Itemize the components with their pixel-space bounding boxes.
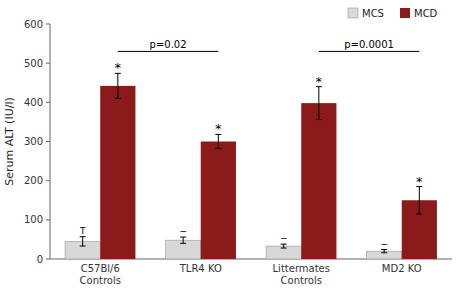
legend-label: MCS: [362, 8, 384, 19]
y-tick-label: 500: [24, 58, 43, 69]
error-bar-stem: [419, 187, 420, 214]
legend: MCS MCD: [348, 8, 438, 19]
y-tick-label: 400: [24, 97, 43, 108]
chart: 0 100 200 300 400 500 600 Serum ALT (IU/l) C57Bl…: [0, 0, 462, 291]
error-bar-cap: [80, 246, 86, 247]
error-bar-stem: [82, 237, 83, 246]
error-bar-cap: [115, 98, 121, 99]
significance-symbol: −: [280, 233, 288, 243]
error-bar-cap: [381, 249, 387, 250]
y-tick: [46, 259, 50, 260]
y-tick: [46, 63, 50, 64]
x-tick-label-line: C57Bl/6: [81, 263, 120, 274]
plot-area: [65, 73, 437, 259]
bar: [100, 86, 135, 259]
error-bar: [281, 244, 287, 248]
error-bar-stem: [117, 73, 118, 98]
x-tick-label: MD2 KO: [382, 263, 422, 274]
x-tick-label-line: Controls: [281, 275, 322, 286]
x-tick-label: LittermatesControls: [273, 263, 330, 286]
error-bar-stem: [183, 237, 184, 243]
error-bar-cap: [416, 213, 422, 214]
y-tick-label: 200: [24, 175, 43, 186]
bar: [266, 246, 301, 259]
bracket: [118, 51, 218, 52]
significance-symbol: *: [215, 121, 222, 136]
error-bar-cap: [80, 236, 86, 237]
significance-symbol: −: [179, 226, 187, 236]
annotations: T − − − * * * * p=0.02 p=0.0001: [79, 39, 423, 248]
x-tick-label-line: Controls: [80, 275, 121, 286]
error-bar-cap: [316, 119, 322, 120]
x-tick-label-line: TLR4 KO: [179, 263, 222, 274]
y-tick: [46, 102, 50, 103]
bar: [301, 103, 336, 259]
error-bar-cap: [215, 148, 221, 149]
error-bar: [381, 250, 387, 253]
y-tick: [46, 219, 50, 220]
error-bar: [180, 237, 186, 243]
error-bar-stem: [283, 244, 284, 248]
error-bar: [316, 87, 322, 120]
bracket: [319, 51, 420, 52]
legend-swatch: [400, 8, 410, 18]
bar: [201, 142, 236, 260]
y-axis: 0 100 200 300 400 500 600: [24, 19, 452, 265]
x-axis: C57Bl/6ControlsTLR4 KOLittermatesControl…: [80, 263, 422, 286]
error-bar-stem: [218, 134, 219, 148]
error-bar-cap: [281, 244, 287, 245]
error-bar: [416, 187, 422, 214]
y-tick-label: 300: [24, 136, 43, 147]
p-value-label: p=0.0001: [344, 39, 394, 50]
legend-label: MCD: [414, 8, 438, 19]
bar: [367, 251, 402, 259]
bar: [166, 240, 201, 259]
y-tick-label: 0: [37, 254, 43, 265]
y-axis-label: Serum ALT (IU/l): [3, 97, 16, 185]
x-tick-label: TLR4 KO: [179, 263, 222, 274]
error-bar-cap: [281, 248, 287, 249]
y-tick-label: 600: [24, 19, 43, 30]
y-tick-label: 100: [24, 214, 43, 225]
error-bar-stem: [318, 87, 319, 120]
error-bar-cap: [180, 243, 186, 244]
significance-symbol: −: [380, 239, 388, 249]
y-tick: [46, 24, 50, 25]
y-axis-line: [50, 24, 51, 259]
error-bar-cap: [180, 237, 186, 238]
x-tick-label: C57Bl/6Controls: [80, 263, 121, 286]
error-bar: [215, 134, 221, 148]
error-bar-cap: [381, 252, 387, 253]
y-tick: [46, 141, 50, 142]
x-tick-label-line: Littermates: [273, 263, 330, 274]
error-bar: [115, 73, 121, 98]
x-tick-label-line: MD2 KO: [382, 263, 422, 274]
legend-swatch: [348, 8, 358, 18]
y-tick: [46, 180, 50, 181]
significance-symbol: *: [316, 74, 323, 89]
significance-symbol: T: [79, 226, 86, 236]
p-value-label: p=0.02: [150, 39, 187, 50]
significance-symbol: *: [115, 60, 122, 75]
error-bar: [80, 237, 86, 246]
significance-symbol: *: [416, 174, 423, 189]
